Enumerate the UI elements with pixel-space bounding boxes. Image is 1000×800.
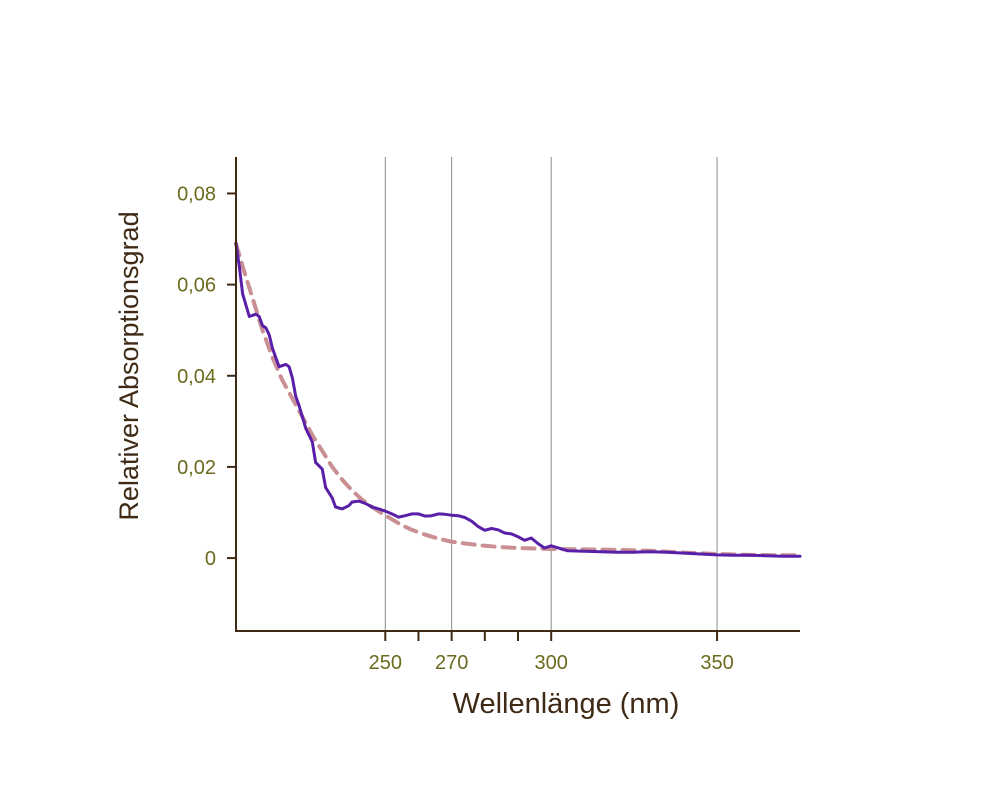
series-lines [234, 241, 802, 558]
x-ticks: 250 270 300 350 [369, 631, 734, 674]
gridlines [384, 157, 718, 631]
x-tick-label: 270 [435, 652, 468, 674]
x-tick-label: 300 [534, 652, 567, 674]
axes [235, 157, 800, 632]
y-tick-label: 0,04 [177, 366, 216, 388]
y-tick-label: 0 [205, 548, 216, 570]
absorption-curve [234, 242, 802, 558]
x-tick-label: 350 [700, 652, 733, 674]
x-tick-label: 250 [369, 652, 402, 674]
y-axis-label: Relativer Absorptionsgrad [114, 211, 144, 520]
y-tick-label: 0,02 [177, 457, 216, 479]
y-ticks: 0,08 0,06 0,04 0,02 0 [177, 183, 236, 570]
y-tick-label: 0,06 [177, 275, 216, 297]
fit-curve-dashed [234, 241, 802, 558]
y-tick-label: 0,08 [177, 183, 216, 205]
x-axis-label: Wellenlänge (nm) [453, 688, 680, 720]
